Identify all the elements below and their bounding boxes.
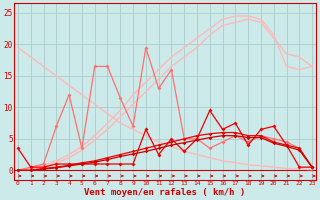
X-axis label: Vent moyen/en rafales ( km/h ): Vent moyen/en rafales ( km/h ) [84,188,246,197]
